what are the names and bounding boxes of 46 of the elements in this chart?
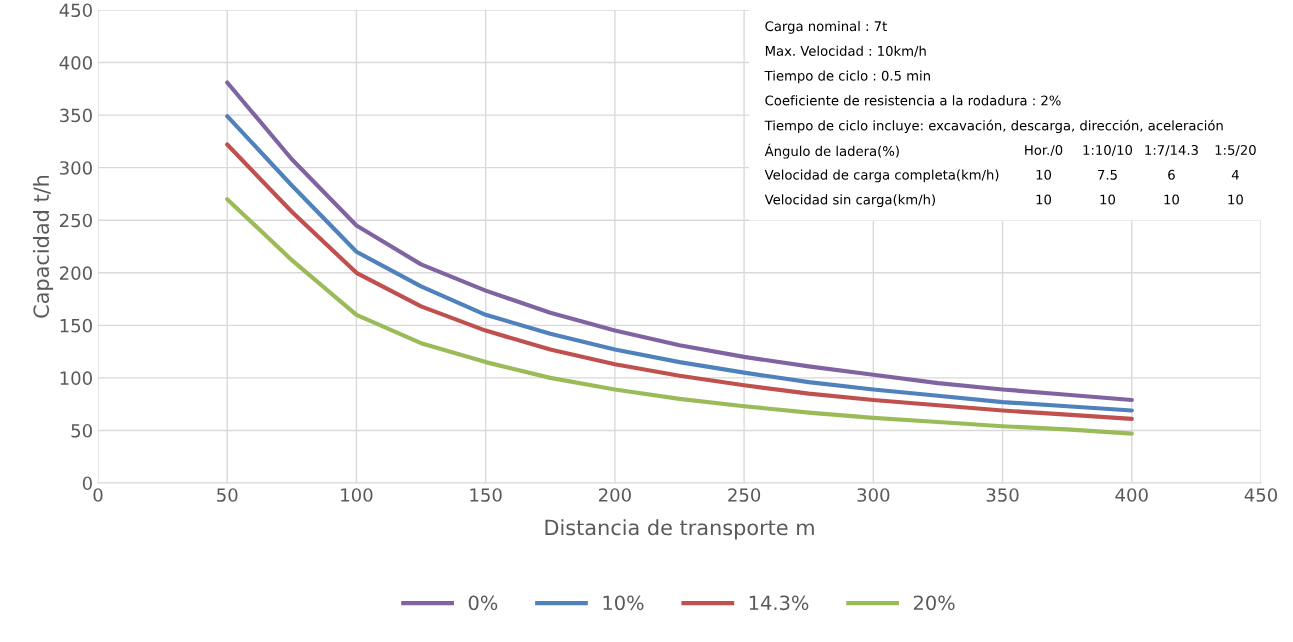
legend-label: 10% — [603, 595, 644, 611]
annotation: 10 — [1164, 194, 1179, 205]
annotation: 1:7/14.3 — [1145, 145, 1198, 157]
y-tick-label: 50 — [71, 423, 92, 438]
x-tick-label: 0 — [93, 488, 103, 502]
annotation: 1:10/10 — [1083, 145, 1133, 157]
annotation: 6 — [1168, 169, 1175, 180]
legend-label: 20% — [913, 595, 955, 611]
annotation: Carga nominal : 7t — [765, 20, 887, 34]
y-tick-label: 450 — [59, 3, 92, 18]
legend-label: 14.3% — [749, 595, 809, 611]
y-tick-label: 200 — [60, 266, 92, 280]
y-tick-label: 350 — [60, 108, 92, 123]
y-tick-label: 300 — [60, 161, 92, 175]
annotation: Tiempo de ciclo : 0.5 min — [764, 70, 930, 84]
x-tick-label: 150 — [470, 488, 502, 502]
annotation: Velocidad sin carga(km/h) — [764, 194, 935, 208]
y-tick-label: 100 — [60, 371, 92, 386]
annotation: Coeficiente de resistencia a la rodadura : 2% — [765, 95, 1061, 106]
legend-label: 0% — [468, 595, 498, 611]
y-tick-label: 150 — [60, 318, 92, 333]
annotation: 7.5 — [1098, 169, 1117, 180]
x-tick-label: 350 — [986, 488, 1019, 502]
x-tick-label: 400 — [1115, 488, 1148, 502]
annotation: Ángulo de ladera(%) — [764, 143, 899, 159]
x-tick-label: 300 — [857, 488, 890, 502]
annotation: 10 — [1100, 194, 1115, 205]
x-axis-title: Distancia de transporte m — [545, 519, 814, 540]
x-tick-label: 250 — [728, 488, 761, 502]
annotation: 1:5/20 — [1215, 145, 1256, 157]
annotation: 10 — [1036, 194, 1052, 205]
annotation: Max. Velocidad : 10km/h — [765, 45, 926, 57]
annotation: 10 — [1228, 194, 1243, 205]
y-tick-label: 0 — [82, 476, 92, 491]
annotation: 10 — [1036, 169, 1052, 180]
x-tick-label: 100 — [341, 488, 373, 502]
annotation: Tiempo de ciclo incluye: excavación, descarga, dirección, aceleración — [764, 119, 1223, 134]
x-tick-label: 200 — [598, 488, 631, 502]
y-axis-title: Capacidad t/h — [32, 175, 54, 318]
annotation: Velocidad de carga completa(km/h) — [764, 169, 999, 183]
annotation: 4 — [1231, 169, 1239, 180]
x-tick-label: 450 — [1244, 488, 1278, 502]
y-tick-label: 250 — [60, 213, 92, 228]
y-tick-label: 400 — [59, 56, 92, 70]
x-tick-label: 50 — [217, 488, 238, 502]
annotation: Hor./0 — [1025, 145, 1063, 157]
